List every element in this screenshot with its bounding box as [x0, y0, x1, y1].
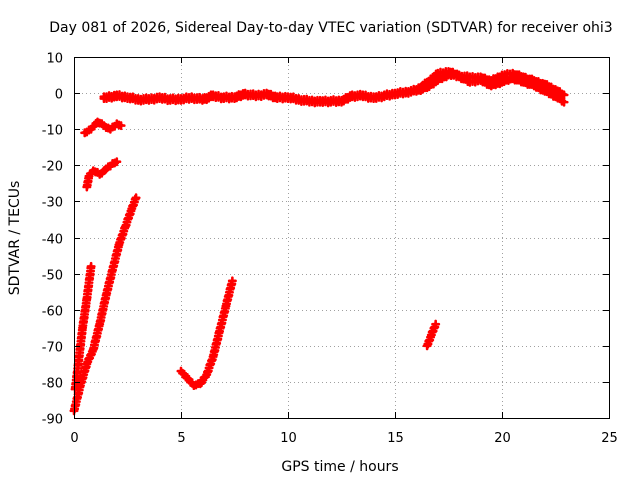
series-arc-4: [70, 261, 96, 394]
y-tick-label: 0: [55, 88, 63, 103]
data-point-marker: [112, 157, 122, 167]
data-point-marker: [227, 276, 237, 286]
axis-layer: 0 5 10 15 20 25 10 0 -10 -20 -30 -40 -50 -60 -70 -80 -90: [42, 52, 618, 447]
data-point-marker: [559, 90, 569, 100]
data-layer: [69, 66, 569, 416]
x-tick-label: 25: [601, 431, 618, 446]
grid-layer: [74, 57, 609, 418]
y-tick-label: -80: [42, 377, 63, 392]
series-arc-2: [80, 117, 126, 138]
y-tick-label: -10: [42, 124, 63, 139]
series-arc-6: [176, 276, 237, 391]
x-tick-label: 20: [494, 431, 511, 446]
x-axis-label: GPS time / hours: [281, 459, 398, 475]
data-point-marker: [116, 121, 126, 131]
data-point-marker: [86, 261, 96, 271]
data-point-marker: [431, 319, 441, 329]
y-tick-label: -50: [42, 269, 63, 284]
y-tick-label: -30: [42, 196, 63, 211]
data-point-marker: [131, 193, 141, 203]
x-tick-label: 10: [280, 431, 297, 446]
y-tick-label: 10: [46, 52, 63, 67]
series-arc-main-upper: [99, 66, 569, 106]
data-point-marker: [559, 97, 569, 107]
x-tick-label: 0: [70, 431, 78, 446]
y-tick-label: -40: [42, 233, 63, 248]
y-tick-label: -70: [42, 341, 63, 356]
series-arc-7: [422, 319, 441, 351]
series-arc-3: [82, 157, 122, 192]
x-tick-label: 5: [177, 431, 185, 446]
chart-title: Day 081 of 2026, Sidereal Day-to-day VTE…: [49, 20, 612, 36]
y-tick-label: -90: [42, 413, 63, 428]
y-tick-label: -20: [42, 160, 63, 175]
y-tick-label: -60: [42, 305, 63, 320]
y-axis-label: SDTVAR / TECUs: [7, 181, 23, 296]
x-tick-label: 15: [387, 431, 404, 446]
